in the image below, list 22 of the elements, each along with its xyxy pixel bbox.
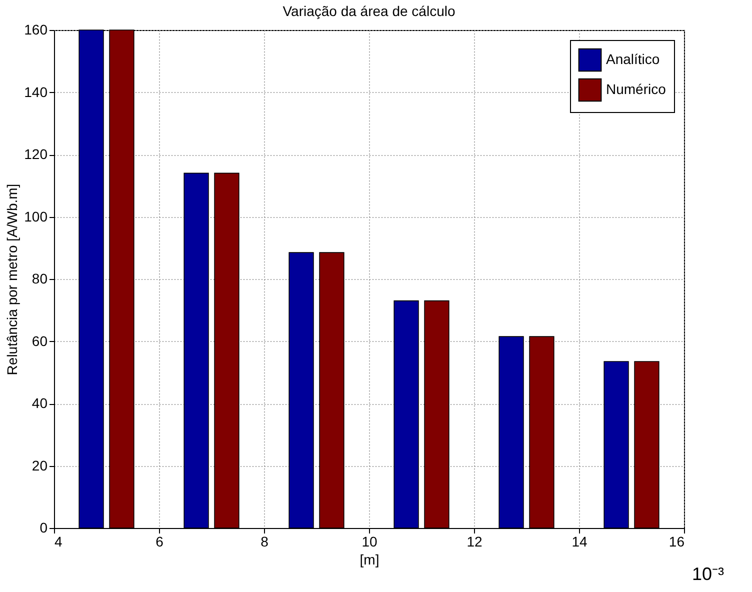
- x-tick-label: 12: [466, 534, 482, 550]
- y-tick-label: 140: [24, 84, 48, 100]
- x-tick-label: 8: [260, 534, 269, 550]
- text: 10⁻³: [692, 564, 724, 584]
- x-tick-label: 16: [668, 534, 685, 550]
- y-axis-title: Relutância por metro [A/Wb.m]: [4, 184, 20, 376]
- y-tick-label: 20: [32, 457, 48, 474]
- x-tick-label: 14: [572, 534, 588, 550]
- y-tick-label: 160: [24, 22, 48, 38]
- chart-title: Variação da área de cálculo: [282, 3, 456, 19]
- x-tick-label: 4: [54, 534, 62, 550]
- x-tick-label: 6: [156, 534, 164, 550]
- y-tick-label: 40: [32, 395, 48, 411]
- y-tick-label: 0: [40, 520, 48, 536]
- legend-label: Analítico: [606, 51, 660, 67]
- y-tick-label: 80: [32, 270, 48, 286]
- legend-label: Numérico: [606, 81, 666, 97]
- y-tick-label: 100: [24, 208, 48, 224]
- x-axis-title: [m]: [360, 552, 380, 568]
- y-tick-label: 60: [32, 332, 48, 349]
- y-tick-label: 120: [24, 146, 48, 162]
- x-tick-label: 10: [362, 534, 378, 550]
